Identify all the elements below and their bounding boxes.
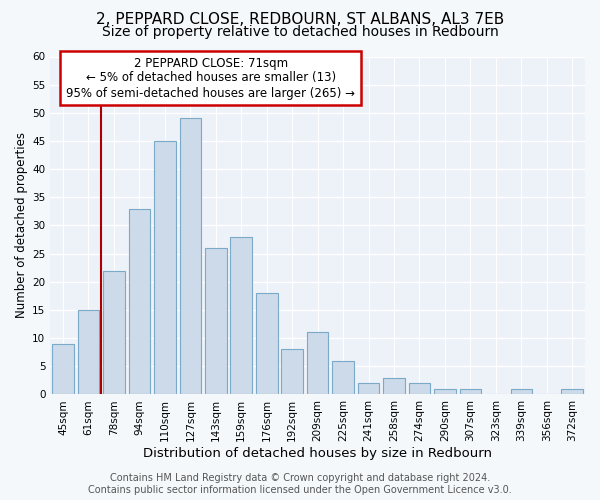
Text: 2 PEPPARD CLOSE: 71sqm
← 5% of detached houses are smaller (13)
95% of semi-deta: 2 PEPPARD CLOSE: 71sqm ← 5% of detached … bbox=[66, 56, 355, 100]
Text: 2, PEPPARD CLOSE, REDBOURN, ST ALBANS, AL3 7EB: 2, PEPPARD CLOSE, REDBOURN, ST ALBANS, A… bbox=[96, 12, 504, 28]
Text: Contains HM Land Registry data © Crown copyright and database right 2024.
Contai: Contains HM Land Registry data © Crown c… bbox=[88, 474, 512, 495]
Bar bbox=[205, 248, 227, 394]
Bar bbox=[562, 389, 583, 394]
Bar bbox=[179, 118, 201, 394]
Bar bbox=[281, 350, 303, 395]
Bar bbox=[511, 389, 532, 394]
Bar bbox=[332, 360, 354, 394]
Bar bbox=[128, 208, 150, 394]
Bar bbox=[460, 389, 481, 394]
Bar bbox=[77, 310, 99, 394]
Bar bbox=[358, 383, 379, 394]
Bar bbox=[434, 389, 456, 394]
Bar bbox=[154, 141, 176, 395]
Bar bbox=[52, 344, 74, 395]
Bar bbox=[103, 270, 125, 394]
Bar bbox=[256, 293, 278, 394]
Text: Size of property relative to detached houses in Redbourn: Size of property relative to detached ho… bbox=[101, 25, 499, 39]
Bar bbox=[307, 332, 328, 394]
Y-axis label: Number of detached properties: Number of detached properties bbox=[15, 132, 28, 318]
Bar bbox=[409, 383, 430, 394]
Bar bbox=[230, 236, 252, 394]
X-axis label: Distribution of detached houses by size in Redbourn: Distribution of detached houses by size … bbox=[143, 447, 492, 460]
Bar bbox=[383, 378, 405, 394]
